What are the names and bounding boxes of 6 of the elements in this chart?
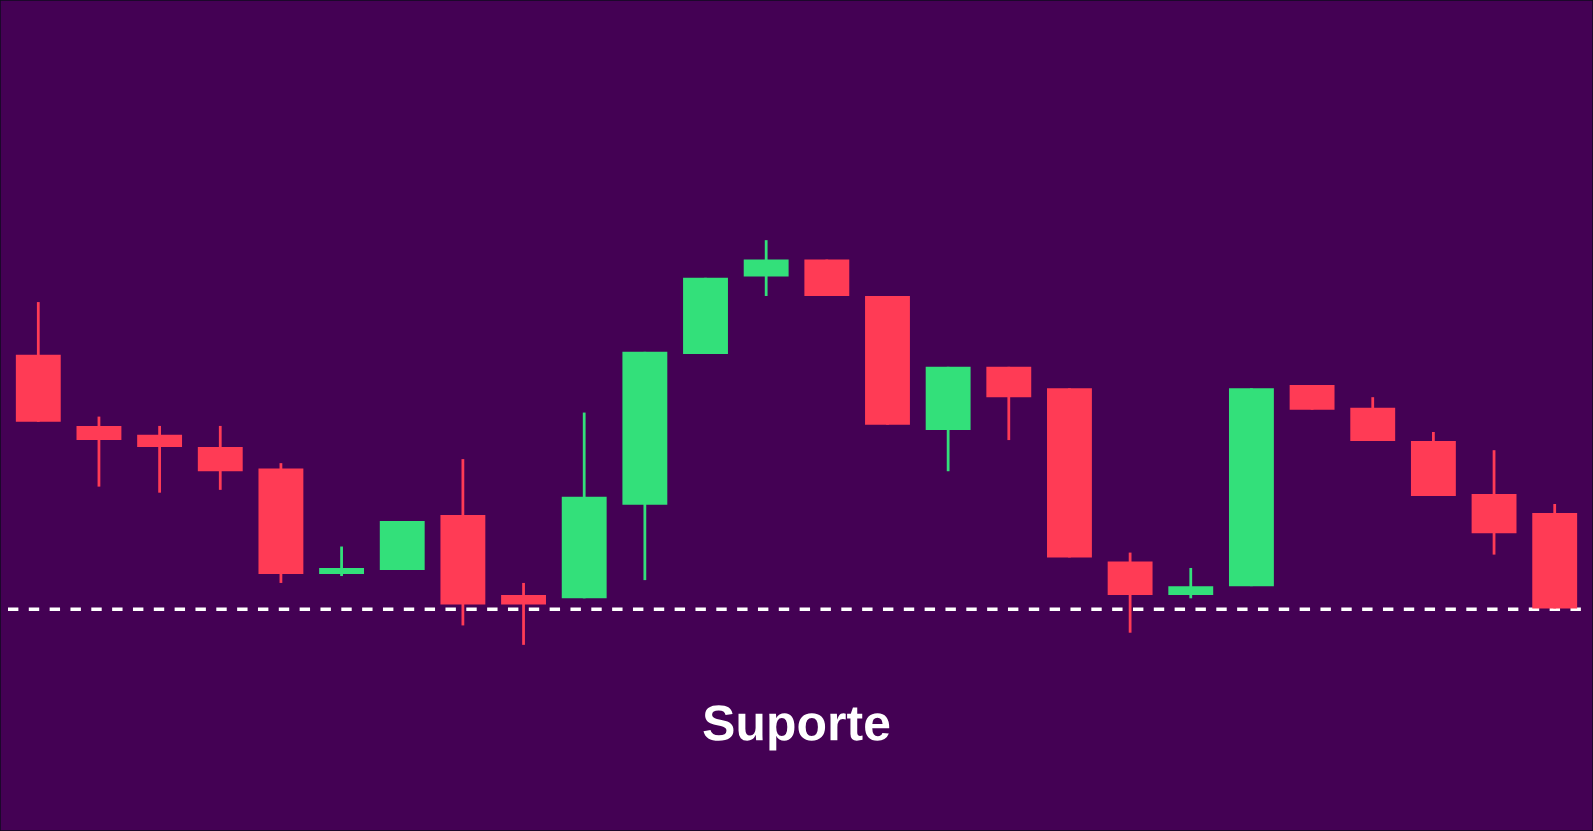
candlestick <box>501 581 546 647</box>
candlestick <box>1168 566 1214 600</box>
candlestick <box>76 415 122 489</box>
ref-line-label: Suporte <box>703 705 890 751</box>
candlestick <box>319 545 365 578</box>
candlestick <box>137 424 183 495</box>
